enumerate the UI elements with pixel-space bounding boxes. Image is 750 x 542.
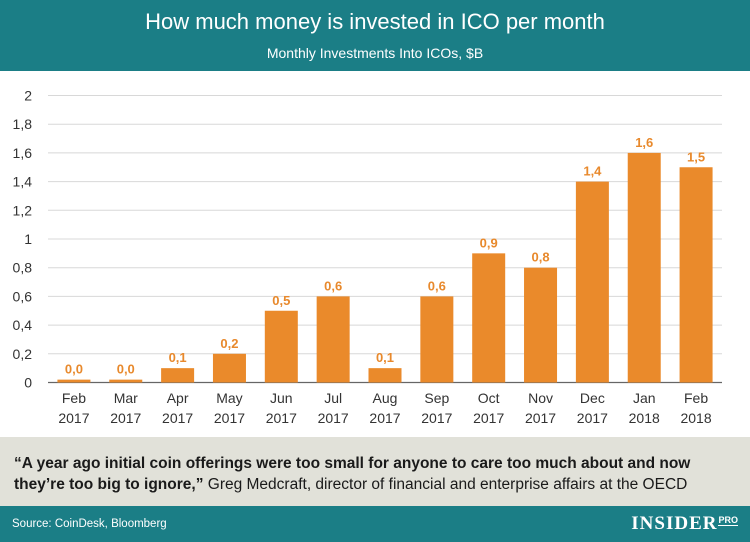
bar	[161, 368, 195, 383]
bar	[212, 353, 246, 383]
x-tick-label-month: Sep	[424, 390, 449, 406]
footer: Source: CoinDesk, Bloomberg INSIDER PRO	[0, 506, 750, 542]
y-tick-label: 0,6	[13, 288, 33, 304]
bar-value-label: 0,6	[428, 278, 446, 293]
logo-sub-text: PRO	[718, 514, 738, 526]
x-tick-label-year: 2017	[369, 410, 400, 426]
bar	[109, 379, 143, 383]
bar-value-label: 0,6	[324, 278, 342, 293]
bar	[420, 296, 454, 383]
x-tick-label-month: Oct	[478, 390, 500, 406]
x-tick-label-month: May	[216, 390, 242, 406]
x-tick-label-month: Jan	[633, 390, 656, 406]
bar-value-label: 0,0	[117, 362, 135, 377]
x-tick-label-year: 2017	[525, 410, 556, 426]
y-axis-ticks: 0 0,2 0,4 0,6 0,8 1 1,2 1,4 1,6 1,8 2	[13, 88, 33, 391]
bar-chart: 0 0,2 0,4 0,6 0,8 1 1,2 1,4 1,6 1,8 2 0,0 0,0 0,1 0,2…	[13, 88, 722, 426]
bar	[57, 379, 91, 383]
x-tick-label-month: Mar	[114, 390, 138, 406]
x-tick-label-month: Apr	[167, 390, 189, 406]
bar	[575, 181, 609, 383]
x-tick-label-year: 2018	[629, 410, 660, 426]
y-tick-label: 1,8	[13, 116, 33, 132]
x-tick-label-month: Feb	[62, 390, 86, 406]
y-tick-label: 1,2	[13, 202, 33, 218]
bar-value-label: 1,6	[635, 135, 653, 150]
bar	[316, 296, 350, 383]
bar-value-label: 0,1	[376, 350, 394, 365]
bar-value-label: 0,9	[480, 235, 498, 250]
bar	[264, 310, 298, 383]
insider-pro-logo: INSIDER PRO	[631, 513, 738, 535]
bar	[524, 267, 558, 383]
quote-attribution: Greg Medcraft, director of financial and…	[203, 476, 688, 493]
bar	[368, 368, 402, 383]
bar-value-label: 1,4	[583, 164, 602, 179]
x-tick-label-year: 2017	[266, 410, 297, 426]
x-axis-ticks: Feb 2017 Mar 2017 Apr 2017 May 2017 Jun 2017 Jul 20…	[58, 390, 712, 426]
x-tick-label-year: 2017	[214, 410, 245, 426]
x-tick-label-month: Dec	[580, 390, 605, 406]
chart-header: How much money is invested in ICO per mo…	[0, 0, 750, 71]
x-tick-label-year: 2017	[473, 410, 504, 426]
y-tick-label: 1	[24, 231, 32, 247]
x-tick-label-year: 2017	[577, 410, 608, 426]
bar-value-label: 0,2	[220, 336, 238, 351]
bar-value-label: 0,5	[272, 293, 290, 308]
bar	[627, 152, 661, 383]
x-tick-label-month: Nov	[528, 390, 553, 406]
y-tick-label: 0,8	[13, 260, 33, 276]
logo-main-text: INSIDER	[631, 513, 718, 534]
quote-bold-text: “A year ago initial coin offerings were …	[14, 455, 691, 493]
bar-value-label: 1,5	[687, 149, 705, 164]
y-tick-label: 0,4	[13, 317, 33, 333]
chart-title: How much money is invested in ICO per mo…	[145, 9, 605, 34]
x-tick-label-year: 2017	[110, 410, 141, 426]
source-text: Source: CoinDesk, Bloomberg	[12, 518, 167, 530]
x-tick-label-year: 2017	[421, 410, 452, 426]
bar	[679, 167, 713, 383]
x-tick-label-year: 2017	[318, 410, 349, 426]
chart-subtitle: Monthly Investments Into ICOs, $B	[266, 45, 484, 61]
gridlines	[48, 95, 722, 384]
bar-value-label: 0,8	[531, 250, 549, 265]
value-labels: 0,0 0,0 0,1 0,2 0,5 0,6 0,1 0,6 0,9 0,8 1,4 1,6 1,5	[65, 135, 705, 377]
bar-value-label: 0,1	[169, 350, 187, 365]
bars	[57, 152, 713, 383]
bar-value-label: 0,0	[65, 362, 83, 377]
y-tick-label: 0,2	[13, 346, 33, 362]
quote-box: “A year ago initial coin offerings were …	[0, 437, 750, 506]
x-tick-label-month: Feb	[684, 390, 708, 406]
y-tick-label: 1,6	[13, 145, 33, 161]
x-tick-label-year: 2018	[680, 410, 711, 426]
x-tick-label-month: Jun	[270, 390, 293, 406]
x-tick-label-month: Aug	[373, 390, 398, 406]
y-tick-label: 0	[24, 375, 32, 391]
bar	[472, 253, 506, 383]
y-tick-label: 2	[24, 88, 32, 104]
x-tick-label-year: 2017	[162, 410, 193, 426]
x-tick-label-year: 2017	[58, 410, 89, 426]
x-tick-label-month: Jul	[324, 390, 342, 406]
y-tick-label: 1,4	[13, 174, 33, 190]
